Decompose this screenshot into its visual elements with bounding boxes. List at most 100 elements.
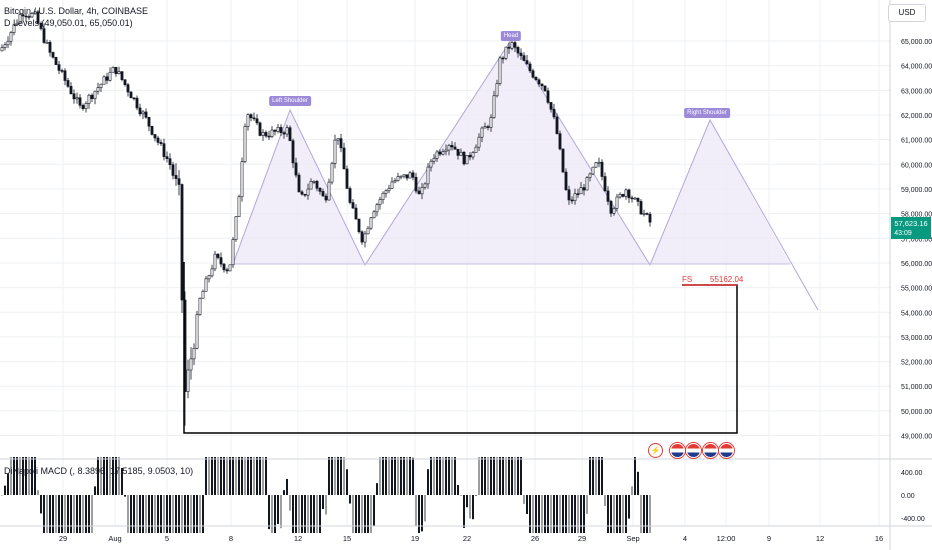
candle-body [414, 176, 418, 192]
macd-bar [226, 457, 228, 495]
candle-body [156, 137, 160, 143]
candle-body [144, 111, 148, 118]
macd-bar [640, 495, 642, 533]
candle-body [258, 122, 262, 136]
macd-bar [25, 457, 27, 495]
time-tick: 12:00 [717, 534, 736, 543]
macd-bar [115, 457, 117, 495]
d-levels-legend[interactable]: D Levels (49,050.01, 65,050.01) [4, 18, 133, 28]
candle-body [393, 180, 397, 183]
macd-bar [61, 495, 63, 533]
candle-body [462, 151, 466, 165]
macd-bar [412, 457, 414, 495]
price-tick: 64,000.00 [901, 64, 932, 71]
macd-bar [367, 495, 369, 533]
macd-bar [574, 495, 576, 533]
macd-bar [382, 457, 384, 495]
macd-bar [253, 457, 255, 495]
macd-bar [46, 495, 48, 533]
candle-body [645, 213, 649, 215]
macd-bar [361, 495, 363, 533]
currency-button[interactable]: USD [888, 4, 926, 22]
candle-body [159, 142, 163, 144]
macd-bar [112, 457, 114, 495]
candle-body [438, 151, 442, 155]
macd-bar [52, 495, 54, 533]
macd-bar [301, 495, 303, 533]
macd-bar [514, 457, 516, 495]
macd-legend[interactable]: DiNapoli MACD (, 8.3896, 17.5185, 9.0503… [4, 466, 194, 476]
macd-bar [223, 457, 225, 495]
macd-bar [358, 495, 360, 533]
candle-body [486, 126, 490, 128]
macd-bar [628, 495, 630, 519]
candle-body [138, 107, 142, 115]
candle-body [495, 83, 499, 97]
macd-bar [469, 495, 471, 519]
candle-body [318, 187, 322, 192]
macd-bar [169, 495, 171, 533]
macd-bar [352, 495, 354, 533]
macd-bar [292, 495, 294, 533]
candle-body [471, 152, 475, 158]
candle-body [300, 191, 304, 195]
macd-bar [418, 495, 420, 533]
macd-axis[interactable]: 400.00 0.00 -400.00 [901, 470, 925, 523]
bolt-icon[interactable]: ⚡ [648, 443, 663, 458]
candle-body [531, 70, 535, 78]
candle-body [57, 64, 61, 71]
macd-bar [271, 495, 273, 533]
macd-bar [127, 495, 129, 533]
macd-bar [85, 495, 87, 533]
macd-bar [220, 457, 222, 495]
us-flag-icon[interactable] [686, 443, 701, 458]
candle-body [204, 278, 208, 292]
symbol-legend[interactable]: Bitcoin / U.S. Dollar, 4h, COINBASE [4, 6, 149, 16]
macd-bar [589, 457, 591, 495]
price-tick: 49,000.00 [901, 434, 932, 441]
macd-bar [337, 457, 339, 495]
macd-histogram [1, 457, 651, 533]
us-flag-icon[interactable] [703, 443, 718, 458]
time-tick: 9 [767, 534, 771, 543]
price-tick: 52,000.00 [901, 360, 932, 367]
macd-bar [370, 495, 372, 533]
candle-body [228, 264, 232, 272]
macd-bar [295, 495, 297, 533]
candle-body [297, 174, 301, 193]
macd-bar [277, 495, 279, 525]
macd-bar [103, 457, 105, 495]
macd-bar [451, 457, 453, 495]
candle-body [453, 146, 457, 150]
candle-body [78, 97, 82, 106]
macd-bar [232, 457, 234, 495]
candle-body [87, 94, 91, 104]
candle-body [273, 129, 277, 132]
macd-bar [31, 457, 33, 495]
us-flag-icon[interactable] [719, 443, 734, 458]
candle-body [126, 84, 130, 93]
macd-bar [328, 457, 330, 495]
candle-body [3, 44, 7, 48]
us-flag-icon[interactable] [670, 443, 685, 458]
macd-bar [391, 457, 393, 495]
candle-body [219, 257, 223, 265]
macd-bar [22, 457, 24, 495]
macd-bar [394, 457, 396, 495]
macd-tick: 0.00 [901, 493, 915, 500]
candle-body [186, 369, 190, 392]
macd-bar [49, 495, 51, 533]
macd-bar [286, 479, 288, 495]
macd-bar [343, 457, 345, 495]
candle-body [450, 144, 454, 148]
macd-bar [250, 457, 252, 495]
time-axis[interactable]: 29 Aug 5 8 12 15 19 22 26 29 Sep 4 12:00 9 12 16 [59, 534, 883, 543]
price-axis[interactable]: 65,000.00 64,000.00 63,000.00 62,000.00 61,0… [901, 39, 932, 441]
candle-body [201, 290, 205, 299]
macd-bar [439, 457, 441, 495]
head-and-shoulders-pattern [232, 39, 819, 311]
candle-body [27, 16, 31, 18]
macd-bar [316, 495, 318, 533]
candle-body [543, 85, 547, 92]
